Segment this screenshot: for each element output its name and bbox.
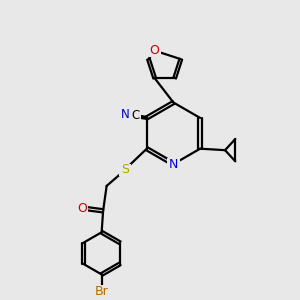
Text: O: O [77,202,87,215]
Text: N: N [169,158,178,171]
Bar [130,111,141,121]
Text: O: O [150,44,160,57]
Bar [120,109,131,119]
Bar [93,285,110,298]
Bar [119,164,131,176]
Bar [149,45,161,56]
Text: S: S [121,163,129,176]
Bar [167,158,180,170]
Text: Br: Br [95,285,109,298]
Text: C: C [131,110,140,122]
Bar [76,202,88,214]
Text: N: N [121,108,130,121]
